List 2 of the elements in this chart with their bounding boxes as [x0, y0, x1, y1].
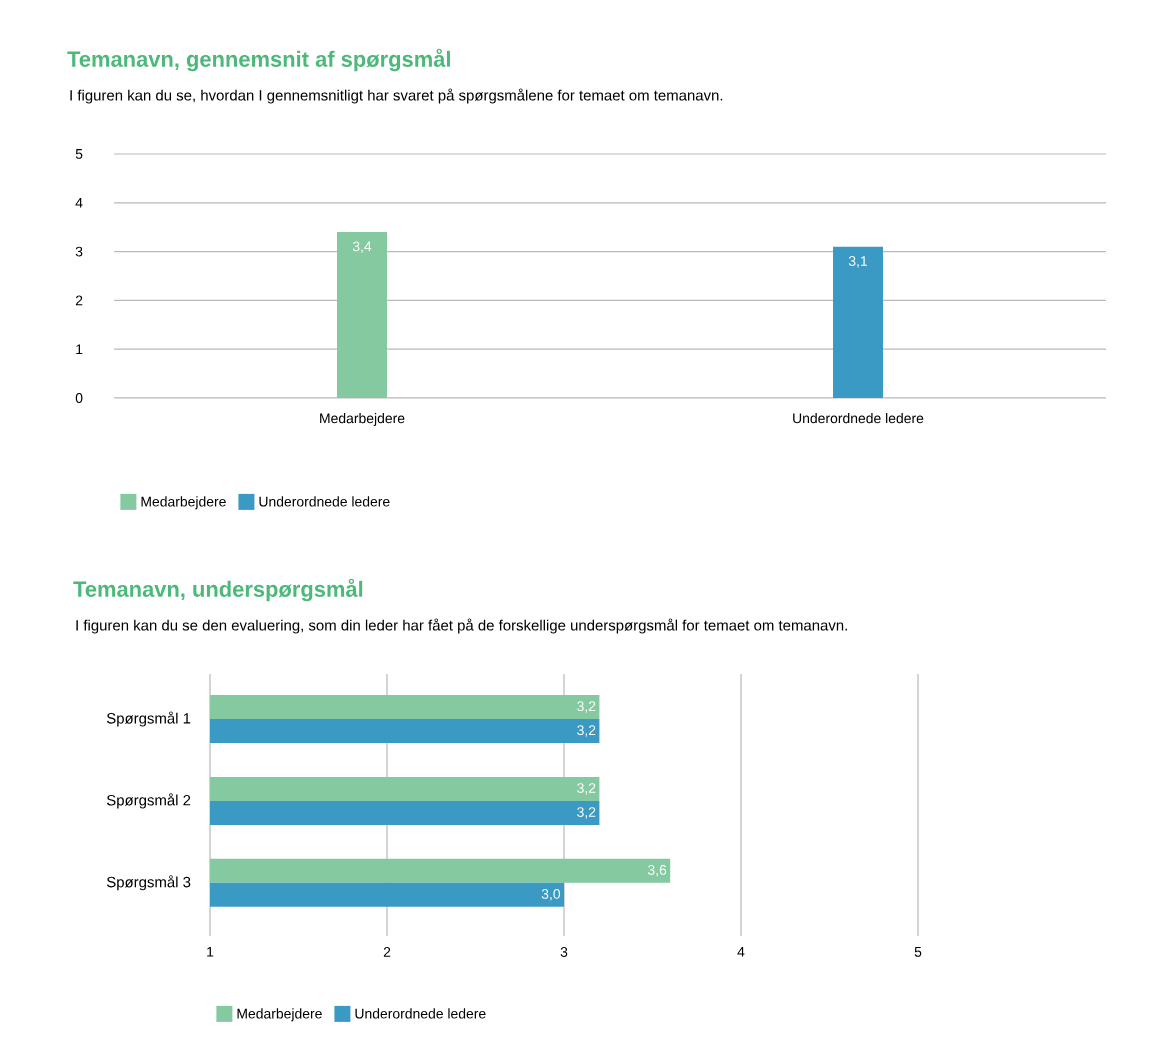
- chart-title: Temanavn, gennemsnit af spørgsmål: [67, 48, 450, 72]
- chart-title: Temanavn, underspørgsmål: [73, 578, 363, 602]
